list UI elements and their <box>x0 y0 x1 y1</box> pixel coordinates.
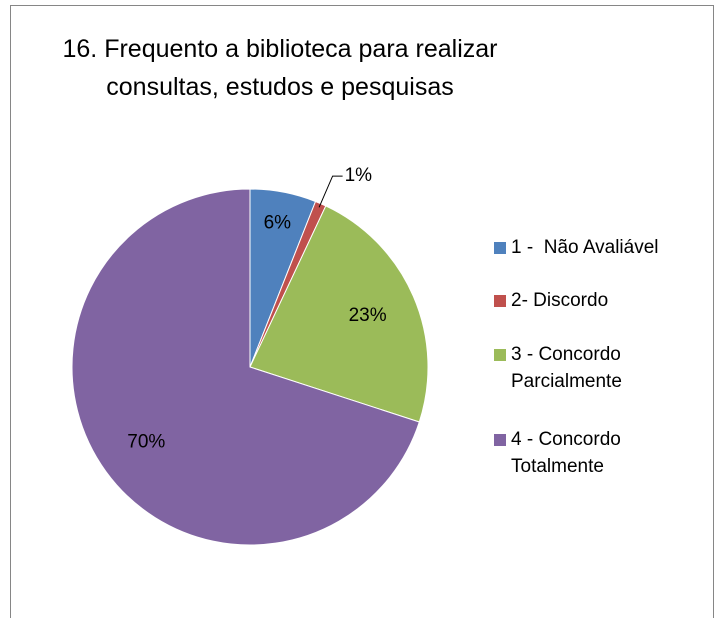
legend-swatch <box>494 242 506 254</box>
data-label: 70% <box>127 431 165 452</box>
pie-slice <box>71 188 420 546</box>
legend-label: 2- Discordo <box>511 290 609 311</box>
legend-swatch <box>494 434 506 446</box>
chart-title: 16. Frequento a biblioteca para realizar… <box>62 35 498 101</box>
leader-line <box>318 175 343 208</box>
pie-slice <box>249 205 429 423</box>
legend-label: 4 - Concordo Totalmente <box>511 429 626 477</box>
chart-border <box>10 5 714 618</box>
data-label: 23% <box>349 305 387 326</box>
legend-swatch <box>494 295 506 307</box>
legend-item: 4 - Concordo Totalmente <box>494 426 704 480</box>
legend-item: 1 - Não Avaliável <box>494 234 704 261</box>
legend-item: 2- Discordo <box>494 287 704 314</box>
legend-label: 3 - Concordo Parcialmente <box>511 344 627 392</box>
legend-swatch <box>494 349 506 361</box>
legend-label: 1 - Não Avaliável <box>511 237 659 258</box>
data-label: 1% <box>345 165 373 186</box>
data-label: 6% <box>264 213 292 234</box>
legend-item: 3 - Concordo Parcialmente <box>494 341 704 395</box>
